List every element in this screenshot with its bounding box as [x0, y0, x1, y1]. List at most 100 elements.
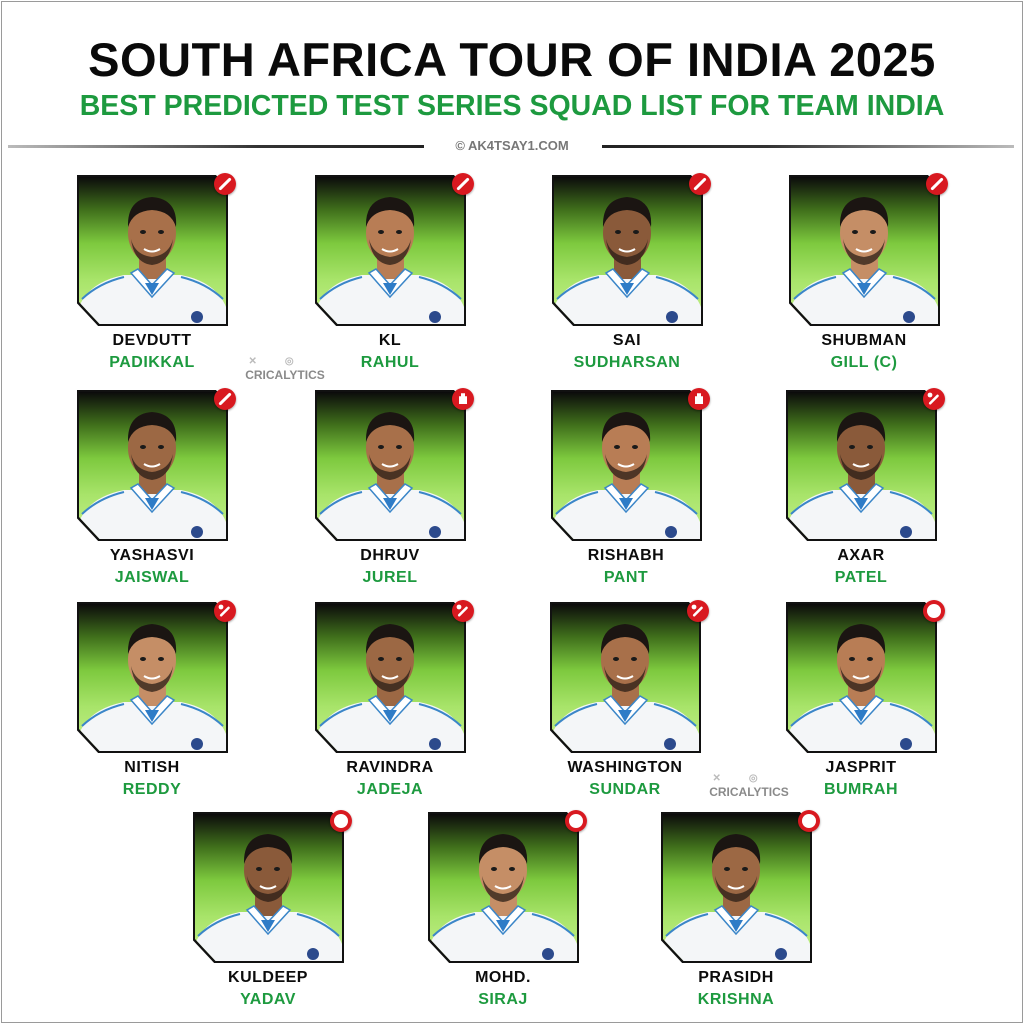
watermark-text: CRICALYTICS [245, 368, 325, 382]
player-last-name: SIRAJ [478, 991, 528, 1008]
photo-frame [791, 177, 938, 324]
photo-frame [79, 392, 226, 539]
player-photo [552, 624, 699, 751]
player-first-name: WASHINGTON [567, 759, 683, 776]
photo-frame [554, 177, 701, 324]
batter-role-icon [452, 173, 474, 195]
player-first-name: YASHASVI [109, 547, 195, 564]
player-photo [553, 412, 700, 539]
page-title: SOUTH AFRICA TOUR OF INDIA 2025 [88, 33, 936, 86]
player-photo [79, 197, 226, 324]
batter-role-icon [689, 173, 711, 195]
photo-frame [788, 604, 935, 751]
player-first-name: SHUBMAN [821, 332, 907, 349]
wicketkeeper-role-icon [452, 388, 474, 410]
player-card [552, 173, 711, 326]
watermark: ✕◎ CRICALYTICS [699, 773, 799, 799]
player-photo [317, 412, 464, 539]
photo-frame [79, 177, 226, 324]
player-last-name: PATEL [834, 569, 888, 586]
wicketkeeper-role-icon [688, 388, 710, 410]
player-photo [79, 624, 226, 751]
player-card [77, 388, 236, 541]
player-card [551, 388, 710, 541]
player-first-name: JASPRIT [825, 759, 897, 776]
player-last-name: PANT [603, 569, 649, 586]
player-first-name: PRASIDH [698, 969, 774, 986]
player-photo [554, 197, 701, 324]
player-first-name: MOHD. [475, 969, 531, 986]
player-last-name: RAHUL [360, 354, 420, 371]
player-last-name: KRISHNA [697, 991, 775, 1008]
photo-frame [553, 392, 700, 539]
bowler-role-icon [798, 810, 820, 832]
photo-frame [788, 392, 935, 539]
player-first-name: RAVINDRA [346, 759, 434, 776]
watermark-text: CRICALYTICS [709, 785, 789, 799]
page-subtitle: BEST PREDICTED TEST SERIES SQUAD LIST FO… [79, 90, 945, 122]
photo-frame [195, 814, 342, 961]
photo-frame [317, 177, 464, 324]
player-first-name: SAI [612, 332, 642, 349]
photo-frame [79, 604, 226, 751]
player-last-name: JAISWAL [114, 569, 190, 586]
player-last-name: SUDHARSAN [573, 354, 681, 371]
player-photo [317, 624, 464, 751]
player-last-name: BUMRAH [823, 781, 899, 798]
divider-right [602, 145, 1014, 148]
player-last-name: PADIKKAL [109, 354, 195, 371]
player-card [786, 388, 945, 541]
player-last-name: REDDY [122, 781, 182, 798]
player-card [661, 810, 820, 963]
player-photo [791, 197, 938, 324]
player-card [193, 810, 352, 963]
player-last-name: JUREL [362, 569, 418, 586]
player-photo [430, 834, 577, 961]
player-last-name: SUNDAR [589, 781, 661, 798]
player-first-name: DEVDUTT [112, 332, 192, 349]
photo-frame [663, 814, 810, 961]
allrounder-role-icon [452, 600, 474, 622]
player-photo [788, 624, 935, 751]
player-photo [317, 197, 464, 324]
watermark: ✕◎ CRICALYTICS [235, 356, 335, 382]
player-first-name: KL [378, 332, 402, 349]
player-last-name: JADEJA [356, 781, 424, 798]
player-photo [195, 834, 342, 961]
bowler-role-icon [330, 810, 352, 832]
batter-role-icon [214, 388, 236, 410]
allrounder-role-icon [214, 600, 236, 622]
player-first-name: KULDEEP [228, 969, 308, 986]
player-card [315, 388, 474, 541]
batter-role-icon [214, 173, 236, 195]
player-photo [79, 412, 226, 539]
player-card [77, 600, 236, 753]
divider-left [8, 145, 424, 148]
player-last-name: GILL (C) [830, 354, 898, 371]
player-card [786, 600, 945, 753]
photo-frame [552, 604, 699, 751]
photo-frame [430, 814, 577, 961]
allrounder-role-icon [923, 388, 945, 410]
allrounder-role-icon [687, 600, 709, 622]
player-first-name: AXAR [837, 547, 885, 564]
player-card [789, 173, 948, 326]
player-card [550, 600, 709, 753]
photo-frame [317, 604, 464, 751]
photo-frame [317, 392, 464, 539]
player-photo [663, 834, 810, 961]
bowler-role-icon [923, 600, 945, 622]
social-icons: ✕◎ [712, 773, 786, 784]
player-card [315, 600, 474, 753]
player-photo [788, 412, 935, 539]
player-card [428, 810, 587, 963]
player-card [77, 173, 236, 326]
player-last-name: YADAV [240, 991, 296, 1008]
player-first-name: NITISH [124, 759, 180, 776]
credit-text: © AK4TSAY1.COM [455, 138, 569, 153]
batter-role-icon [926, 173, 948, 195]
social-icons: ✕◎ [248, 356, 322, 367]
player-first-name: RISHABH [587, 547, 665, 564]
player-card [315, 173, 474, 326]
